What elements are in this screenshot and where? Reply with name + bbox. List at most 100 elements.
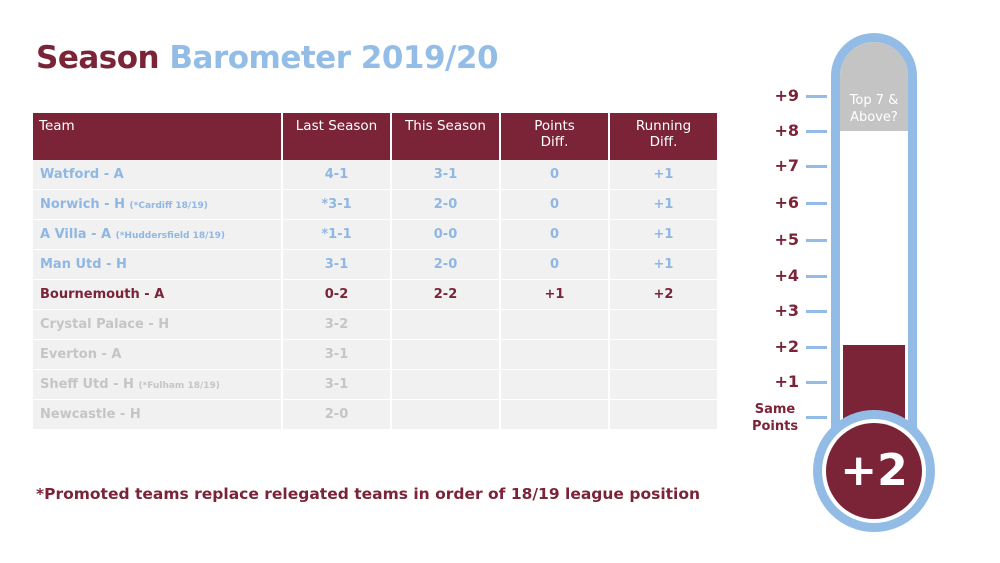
cell-last: *1-1	[283, 220, 390, 250]
scale-tick	[806, 165, 827, 168]
cell-this	[392, 310, 499, 340]
title-season: Season	[36, 40, 160, 76]
team-value: A Villa - A	[40, 227, 112, 242]
table-row: Sheff Utd - H (*Fulham 18/19) 3-1	[33, 370, 717, 400]
team-value: Sheff Utd - H	[40, 377, 134, 392]
cell-this	[392, 400, 499, 430]
cell-this: 2-0	[392, 190, 499, 220]
cell-team: Bournemouth - A	[33, 280, 281, 310]
this-value: 0-0	[433, 227, 458, 242]
team-value: Norwich - H	[40, 197, 125, 212]
diff-value: +1	[544, 287, 565, 302]
scale-label: +2	[774, 337, 799, 356]
last-value: 3-1	[324, 257, 349, 272]
scale-label: +9	[774, 86, 799, 105]
team-note: (*Huddersfield 18/19)	[115, 231, 226, 241]
team-value: Bournemouth - A	[40, 287, 165, 302]
cell-diff	[501, 340, 608, 370]
cell-last: 3-1	[283, 250, 390, 280]
col-team-label: Team	[39, 118, 75, 134]
cell-diff	[501, 400, 608, 430]
cell-running: +1	[610, 160, 717, 190]
team-value: Watford - A	[40, 167, 124, 182]
cell-team: Norwich - H (*Cardiff 18/19)	[33, 190, 281, 220]
last-value: 2-0	[324, 407, 349, 422]
scale-label: +7	[774, 156, 799, 175]
col-points-diff-label-line2: Diff.	[540, 134, 569, 150]
cell-running: +1	[610, 220, 717, 250]
scale-label: +1	[774, 372, 799, 391]
scale-tick	[806, 381, 827, 384]
col-points-diff-label: Points	[534, 118, 575, 134]
running-value: +1	[653, 197, 674, 212]
cell-this: 2-0	[392, 250, 499, 280]
same-label-line1: Same	[754, 402, 796, 417]
col-team-header: Team	[33, 113, 281, 160]
col-running-diff-label: Running	[635, 118, 692, 134]
table-header-row: Team Last Season This Season Points Diff. Run…	[33, 113, 717, 160]
scale-tick	[806, 275, 827, 278]
col-last-season-label: Last Season	[295, 118, 378, 134]
table-row: Man Utd - H 3-1 2-0 0 +1	[33, 250, 717, 280]
team-value: Crystal Palace - H	[40, 317, 170, 332]
cell-running	[610, 370, 717, 400]
cell-last: 2-0	[283, 400, 390, 430]
footnote: *Promoted teams replace relegated teams …	[36, 485, 701, 503]
last-value: 3-1	[324, 377, 349, 392]
table-row: Watford - A 4-1 3-1 0 +1	[33, 160, 717, 190]
cell-last: *3-1	[283, 190, 390, 220]
diff-value: 0	[549, 197, 560, 212]
cell-team: Man Utd - H	[33, 250, 281, 280]
scale-label: +6	[774, 193, 799, 212]
barometer-table: Team Last Season This Season Points Diff. Run…	[31, 113, 719, 430]
cell-diff: 0	[501, 250, 608, 280]
scale-tick	[806, 310, 827, 313]
cell-last: 0-2	[283, 280, 390, 310]
cell-team: Sheff Utd - H (*Fulham 18/19)	[33, 370, 281, 400]
cell-running: +2	[610, 280, 717, 310]
table-row: Bournemouth - A 0-2 2-2 +1 +2	[33, 280, 717, 310]
thermometer-inner: Top 7 & Above?	[840, 42, 908, 472]
last-value: *1-1	[321, 227, 352, 242]
cell-this: 2-2	[392, 280, 499, 310]
cell-diff: 0	[501, 220, 608, 250]
cell-diff: +1	[501, 280, 608, 310]
scale-tick	[806, 202, 827, 205]
col-running-diff-label-line2: Diff.	[649, 134, 678, 150]
cell-diff: 0	[501, 190, 608, 220]
table-body: Watford - A 4-1 3-1 0 +1 Norwich - H (*Cardif…	[33, 160, 717, 430]
scale-tick	[806, 95, 827, 98]
last-value: *3-1	[321, 197, 352, 212]
last-value: 0-2	[324, 287, 349, 302]
last-value: 3-2	[324, 317, 349, 332]
team-value: Man Utd - H	[40, 257, 127, 272]
running-value: +2	[653, 287, 674, 302]
cell-running	[610, 400, 717, 430]
same-label-line2: Points	[751, 419, 799, 434]
col-points-diff-header: Points Diff.	[501, 113, 608, 160]
running-value: +1	[653, 227, 674, 242]
scale-tick	[806, 416, 827, 419]
this-value: 3-1	[433, 167, 458, 182]
col-running-diff-header: Running Diff.	[610, 113, 717, 160]
this-value: 2-0	[433, 197, 458, 212]
scale-tick	[806, 130, 827, 133]
table-row: Newcastle - H 2-0	[33, 400, 717, 430]
top-zone-label-line1: Top 7 &	[849, 93, 899, 108]
cell-team: Watford - A	[33, 160, 281, 190]
scale-label: +3	[774, 301, 799, 320]
last-value: 3-1	[324, 347, 349, 362]
cell-team: Newcastle - H	[33, 400, 281, 430]
scale-tick	[806, 239, 827, 242]
cell-last: 3-2	[283, 310, 390, 340]
col-this-season-header: This Season	[392, 113, 499, 160]
table-row: Crystal Palace - H 3-2	[33, 310, 717, 340]
cell-team: A Villa - A (*Huddersfield 18/19)	[33, 220, 281, 250]
title-barometer: Barometer 2019/20	[169, 40, 499, 76]
cell-team: Everton - A	[33, 340, 281, 370]
cell-diff	[501, 310, 608, 340]
scale-label: +4	[774, 266, 799, 285]
cell-team: Crystal Palace - H	[33, 310, 281, 340]
cell-this	[392, 370, 499, 400]
scale-label: +8	[774, 121, 799, 140]
